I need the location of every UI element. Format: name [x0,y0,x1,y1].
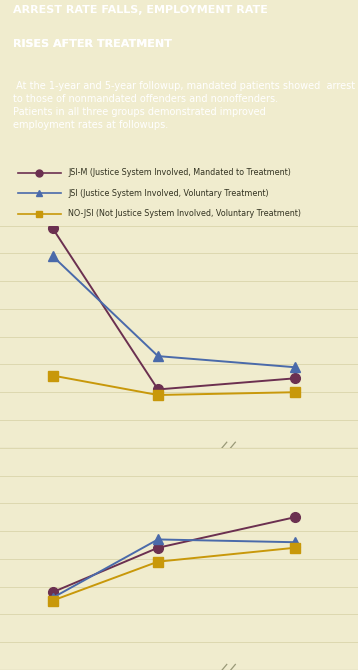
Text: RISES AFTER TREATMENT: RISES AFTER TREATMENT [13,39,171,49]
Text: At the 1-year and 5-year followup, mandated patients showed  arrest rates  simil: At the 1-year and 5-year followup, manda… [13,80,358,130]
Text: NO-JSI (Not Justice System Involved, Voluntary Treatment): NO-JSI (Not Justice System Involved, Vol… [68,210,301,218]
Text: JSI-M (Justice System Involved, Mandated to Treatment): JSI-M (Justice System Involved, Mandated… [68,168,291,177]
Text: ARREST RATE FALLS, EMPLOYMENT RATE: ARREST RATE FALLS, EMPLOYMENT RATE [13,5,267,15]
Text: RISES AFTER TREATMENT: RISES AFTER TREATMENT [13,39,171,49]
Text: JSI (Justice System Involved, Voluntary Treatment): JSI (Justice System Involved, Voluntary … [68,189,268,198]
